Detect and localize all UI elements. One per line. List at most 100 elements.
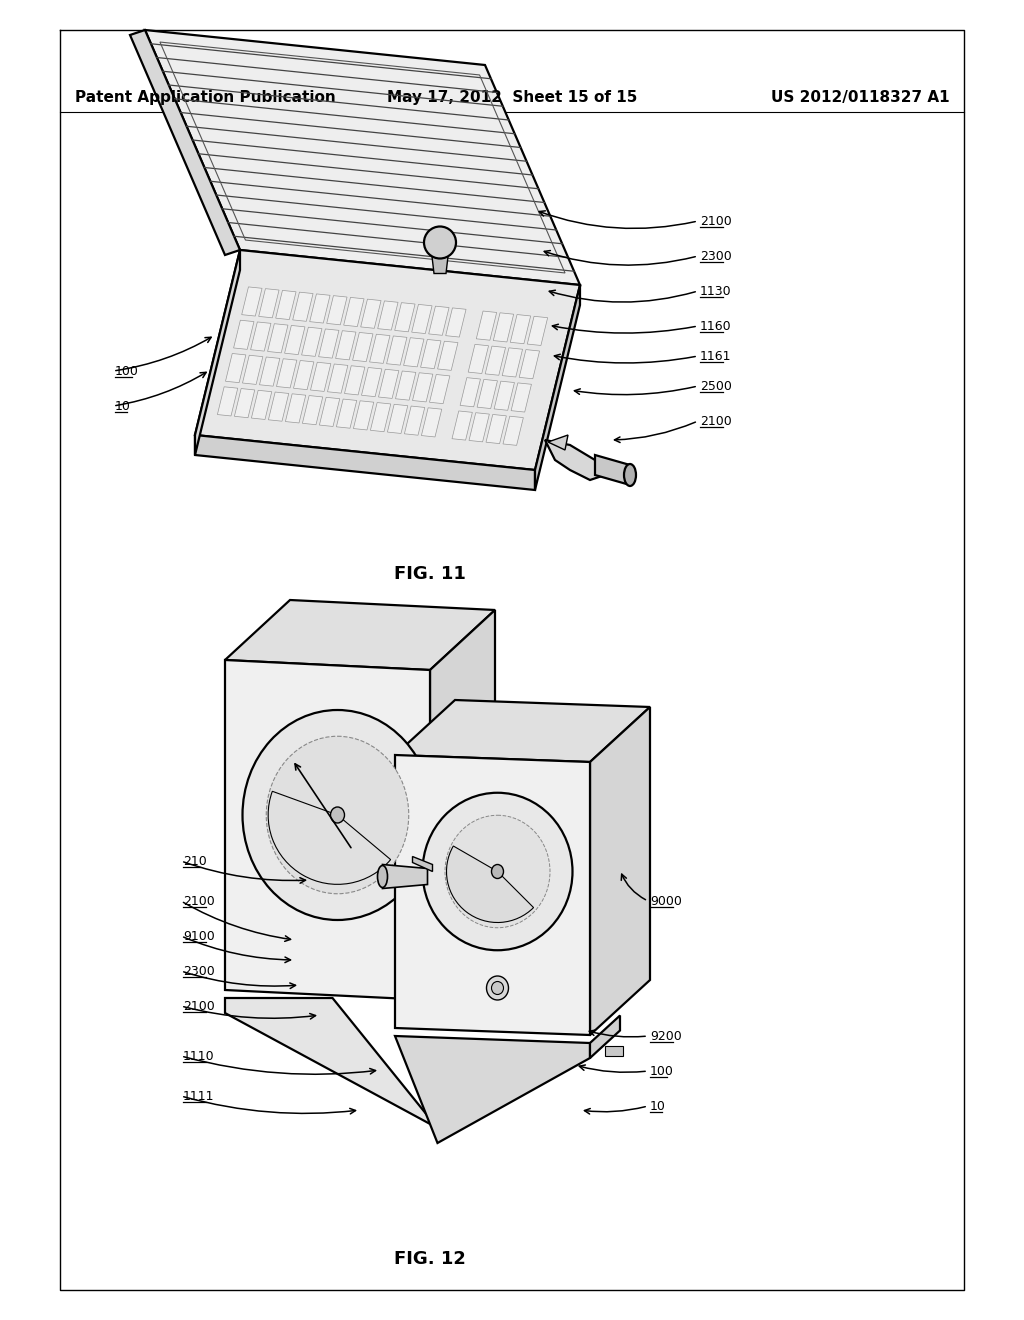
Text: 2100: 2100	[183, 895, 215, 908]
Polygon shape	[548, 436, 568, 450]
Ellipse shape	[378, 866, 387, 887]
Text: 9000: 9000	[650, 895, 682, 908]
Polygon shape	[360, 300, 381, 329]
Polygon shape	[387, 404, 408, 433]
Text: May 17, 2012  Sheet 15 of 15: May 17, 2012 Sheet 15 of 15	[387, 90, 637, 104]
Polygon shape	[195, 249, 240, 455]
Polygon shape	[452, 411, 472, 440]
Polygon shape	[276, 359, 297, 388]
Polygon shape	[395, 700, 650, 762]
Polygon shape	[445, 308, 466, 337]
Polygon shape	[293, 292, 313, 321]
Ellipse shape	[331, 807, 344, 822]
Polygon shape	[195, 436, 535, 490]
Polygon shape	[429, 306, 450, 335]
Polygon shape	[259, 289, 280, 318]
Polygon shape	[336, 331, 356, 360]
Circle shape	[424, 227, 456, 259]
Polygon shape	[145, 30, 580, 285]
Polygon shape	[370, 334, 390, 363]
Ellipse shape	[486, 975, 509, 1001]
Polygon shape	[234, 388, 255, 417]
Polygon shape	[590, 708, 650, 1035]
Text: 1111: 1111	[183, 1090, 214, 1104]
Polygon shape	[344, 366, 365, 395]
Polygon shape	[395, 1036, 590, 1143]
Polygon shape	[242, 286, 262, 315]
Polygon shape	[318, 329, 339, 358]
Polygon shape	[412, 305, 432, 334]
Polygon shape	[294, 360, 313, 389]
Text: FIG. 11: FIG. 11	[394, 565, 466, 583]
Ellipse shape	[243, 710, 432, 920]
Polygon shape	[259, 356, 280, 387]
Polygon shape	[353, 401, 374, 430]
Ellipse shape	[423, 793, 572, 950]
Text: FIG. 12: FIG. 12	[394, 1250, 466, 1269]
Polygon shape	[225, 660, 430, 1001]
Polygon shape	[394, 302, 415, 331]
Ellipse shape	[624, 465, 636, 486]
Polygon shape	[595, 455, 630, 484]
Polygon shape	[344, 297, 365, 326]
Polygon shape	[460, 378, 480, 407]
Text: 2100: 2100	[700, 215, 732, 228]
Polygon shape	[310, 362, 331, 392]
Polygon shape	[252, 391, 271, 420]
Ellipse shape	[445, 816, 550, 928]
Polygon shape	[495, 381, 514, 411]
Polygon shape	[309, 294, 330, 323]
Polygon shape	[519, 350, 540, 379]
Polygon shape	[511, 383, 531, 412]
Polygon shape	[590, 1015, 620, 1059]
Text: 9100: 9100	[183, 931, 215, 942]
Polygon shape	[379, 370, 399, 399]
Polygon shape	[510, 314, 530, 343]
Polygon shape	[233, 321, 254, 350]
Text: 2300: 2300	[183, 965, 215, 978]
Polygon shape	[371, 403, 391, 432]
Polygon shape	[383, 865, 427, 888]
Text: 100: 100	[115, 366, 139, 378]
Polygon shape	[195, 249, 580, 470]
Text: 1130: 1130	[700, 285, 731, 298]
Polygon shape	[130, 30, 240, 255]
Polygon shape	[486, 414, 506, 444]
Polygon shape	[421, 339, 441, 368]
Ellipse shape	[492, 982, 504, 994]
Text: 1110: 1110	[183, 1049, 215, 1063]
Polygon shape	[413, 372, 433, 401]
Text: 10: 10	[115, 400, 131, 413]
Ellipse shape	[266, 737, 409, 894]
Text: 2100: 2100	[700, 414, 732, 428]
Polygon shape	[404, 407, 425, 436]
Polygon shape	[225, 354, 246, 383]
Polygon shape	[352, 333, 373, 362]
Polygon shape	[275, 290, 296, 319]
Polygon shape	[437, 341, 458, 371]
Polygon shape	[422, 408, 441, 437]
Text: 2500: 2500	[700, 380, 732, 393]
Text: 2300: 2300	[700, 249, 732, 263]
Text: 2100: 2100	[183, 1001, 215, 1012]
Polygon shape	[469, 413, 489, 442]
Polygon shape	[413, 857, 432, 871]
Bar	[605, 1045, 623, 1056]
Polygon shape	[429, 375, 450, 404]
Polygon shape	[395, 755, 590, 1035]
Polygon shape	[327, 296, 347, 325]
Polygon shape	[267, 323, 288, 352]
Polygon shape	[337, 399, 356, 428]
Polygon shape	[225, 601, 495, 671]
Text: Patent Application Publication: Patent Application Publication	[75, 90, 336, 104]
Polygon shape	[319, 397, 340, 426]
Polygon shape	[485, 346, 506, 375]
Polygon shape	[477, 379, 498, 409]
Polygon shape	[302, 327, 322, 356]
Polygon shape	[476, 312, 497, 341]
Polygon shape	[535, 285, 580, 490]
Polygon shape	[378, 301, 398, 330]
Ellipse shape	[492, 865, 504, 879]
Wedge shape	[268, 791, 390, 884]
Polygon shape	[502, 348, 522, 378]
